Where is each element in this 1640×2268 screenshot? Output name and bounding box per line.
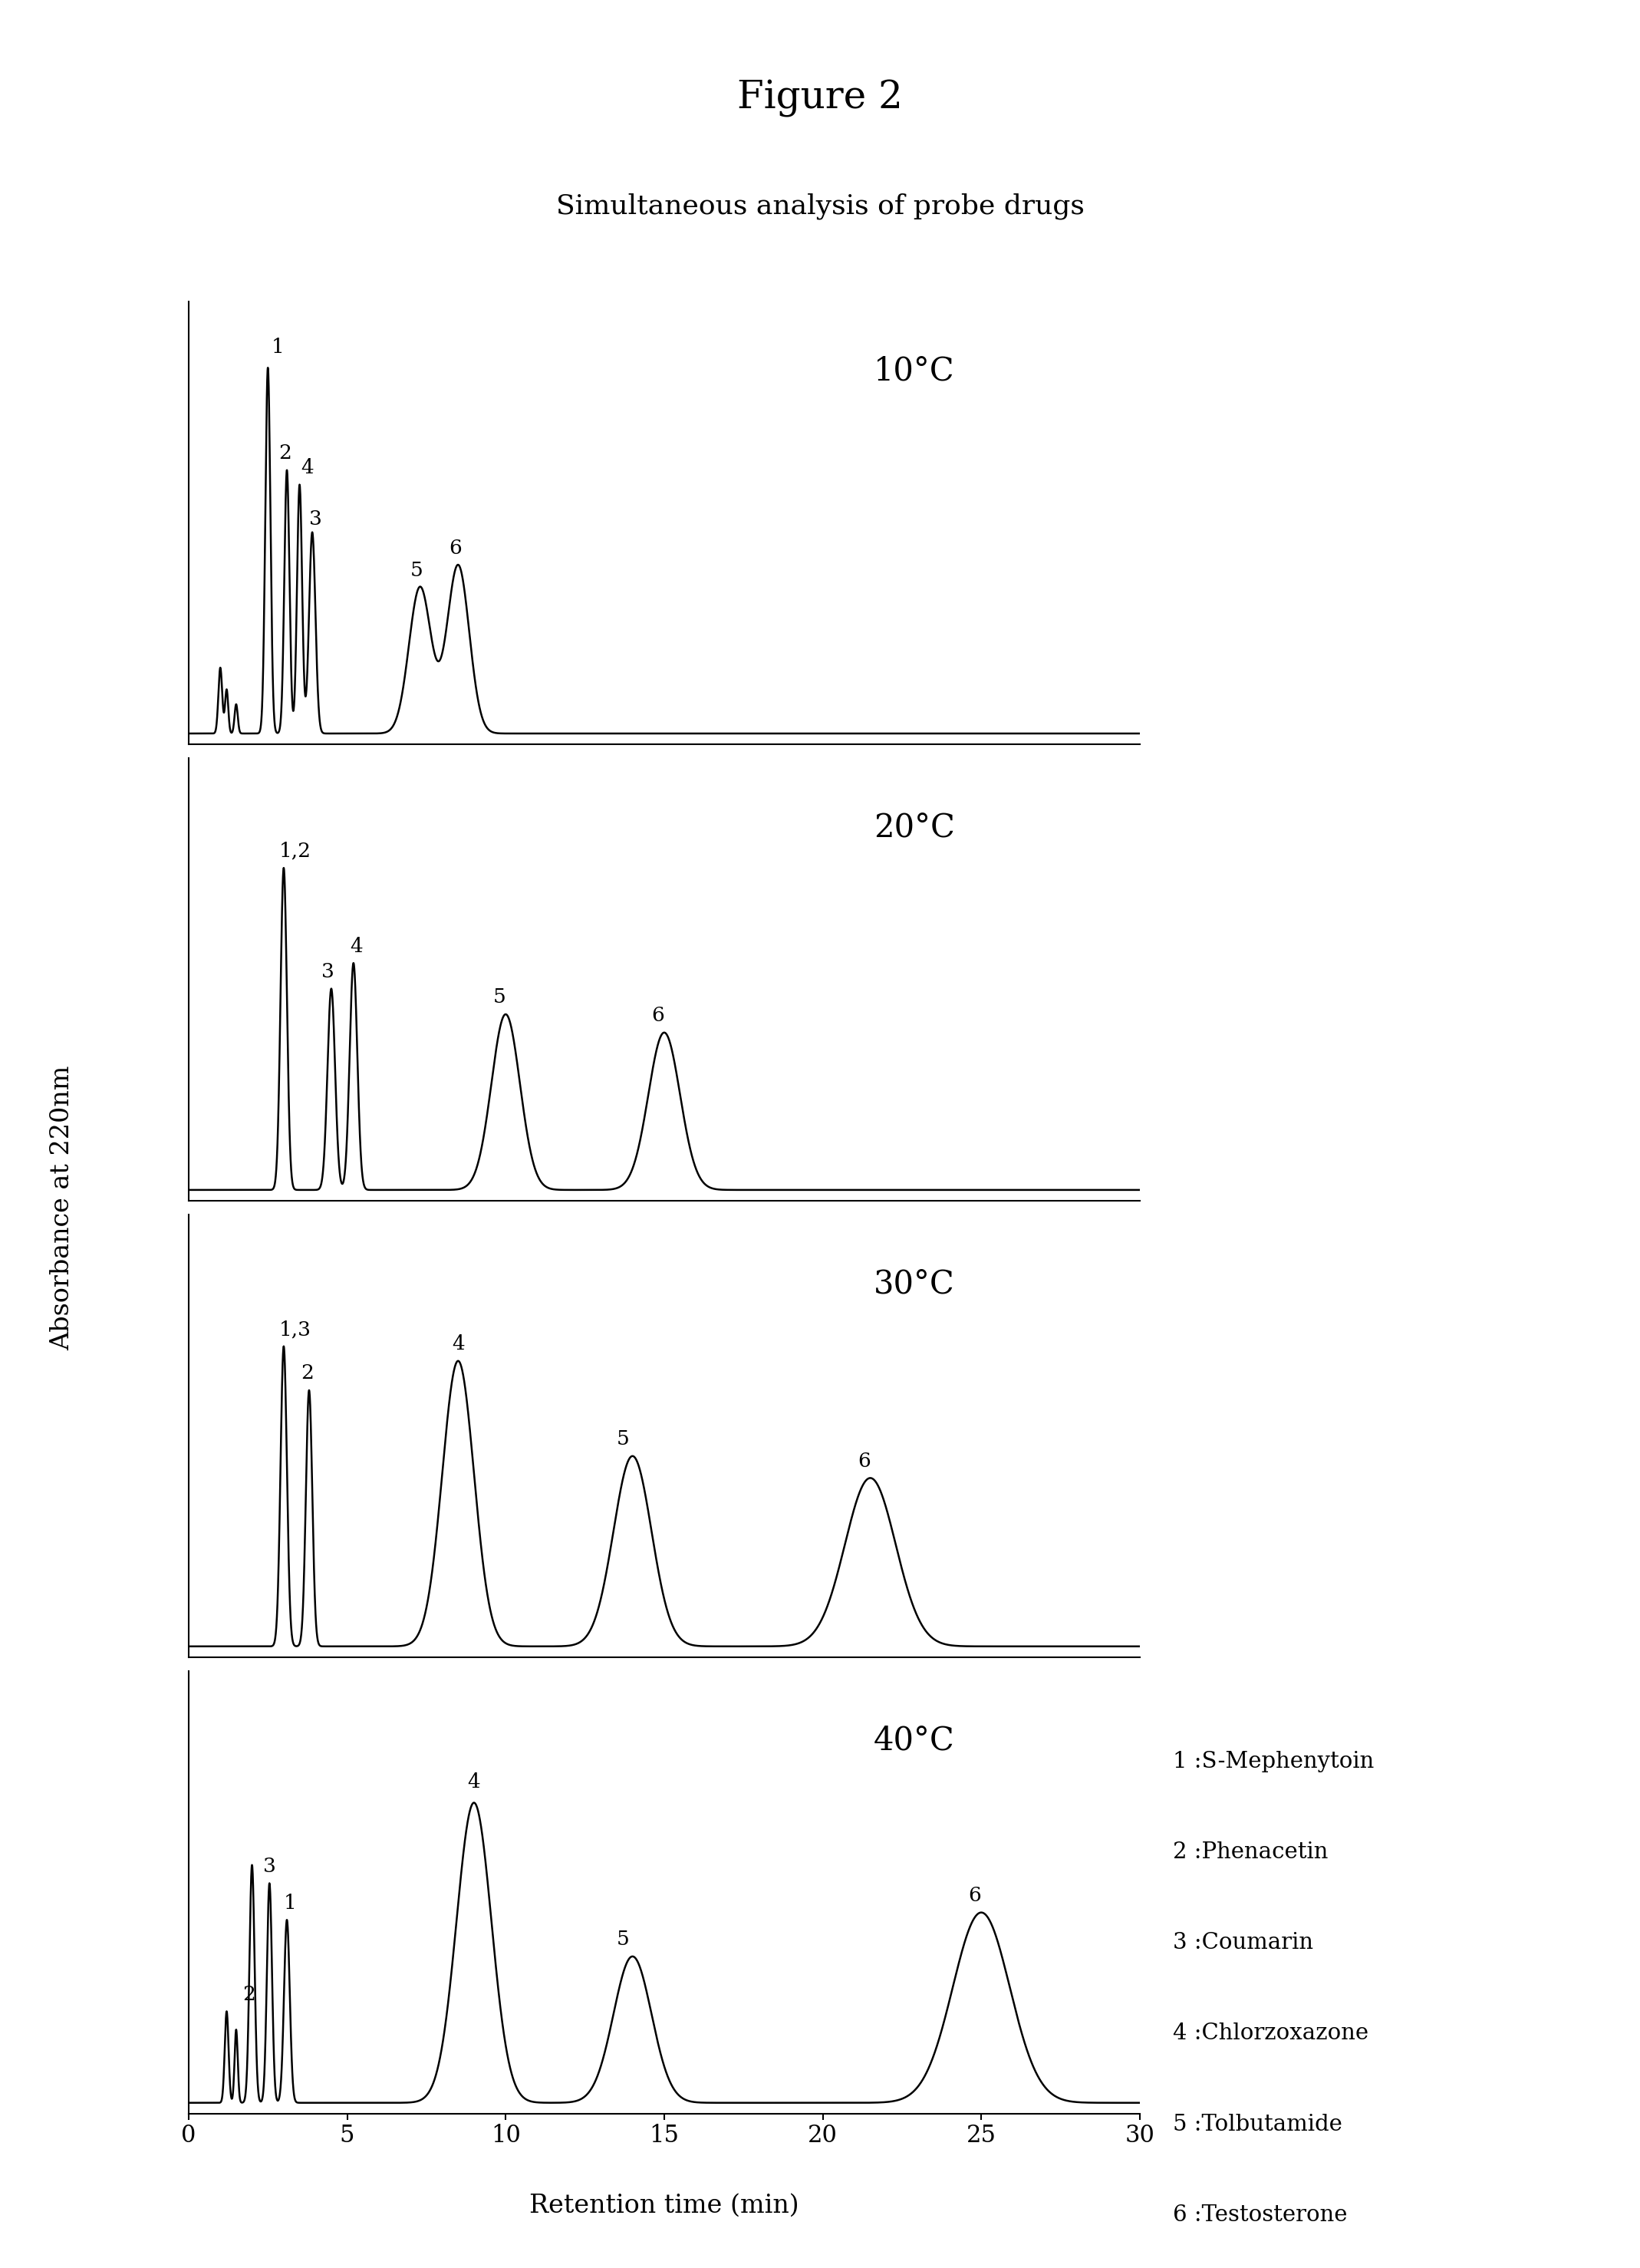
Text: 1,2: 1,2: [279, 841, 312, 860]
Text: 5 :Tolbutamide: 5 :Tolbutamide: [1173, 2114, 1342, 2134]
Text: 1,3: 1,3: [279, 1320, 312, 1338]
Text: Figure 2: Figure 2: [738, 79, 902, 118]
Text: 3: 3: [262, 1857, 276, 1876]
Text: 6: 6: [651, 1007, 664, 1025]
Text: 4: 4: [302, 458, 313, 476]
Text: 6: 6: [969, 1887, 981, 1905]
Text: 1: 1: [284, 1894, 297, 1912]
Text: 6: 6: [858, 1452, 871, 1470]
Text: 4: 4: [351, 937, 362, 955]
Text: 1: 1: [271, 338, 284, 356]
Text: 30°C: 30°C: [874, 1268, 954, 1300]
Text: 40°C: 40°C: [874, 1724, 954, 1755]
Text: 2: 2: [302, 1363, 315, 1383]
Text: 3: 3: [321, 962, 335, 982]
Text: 6: 6: [449, 538, 461, 558]
Text: 5: 5: [494, 989, 505, 1007]
Text: 5: 5: [617, 1930, 630, 1948]
Text: 4 :Chlorzoxazone: 4 :Chlorzoxazone: [1173, 2023, 1368, 2043]
Text: Simultaneous analysis of probe drugs: Simultaneous analysis of probe drugs: [556, 193, 1084, 220]
Text: 4: 4: [467, 1774, 481, 1792]
Text: 2 :Phenacetin: 2 :Phenacetin: [1173, 1842, 1328, 1862]
Text: 2: 2: [243, 1985, 256, 2005]
Text: Retention time (min): Retention time (min): [530, 2193, 799, 2218]
Text: 10°C: 10°C: [874, 354, 954, 388]
Text: 6 :Testosterone: 6 :Testosterone: [1173, 2204, 1346, 2225]
Text: 5: 5: [410, 560, 423, 581]
Text: 4: 4: [451, 1334, 464, 1354]
Text: 3 :Coumarin: 3 :Coumarin: [1173, 1932, 1314, 1953]
Text: 20°C: 20°C: [874, 812, 954, 844]
Text: Absorbance at 220nm: Absorbance at 220nm: [51, 1066, 74, 1349]
Text: 3: 3: [308, 510, 321, 528]
Text: 5: 5: [617, 1429, 630, 1449]
Text: 2: 2: [279, 445, 292, 463]
Text: 1 :S-Mephenytoin: 1 :S-Mephenytoin: [1173, 1751, 1374, 1771]
